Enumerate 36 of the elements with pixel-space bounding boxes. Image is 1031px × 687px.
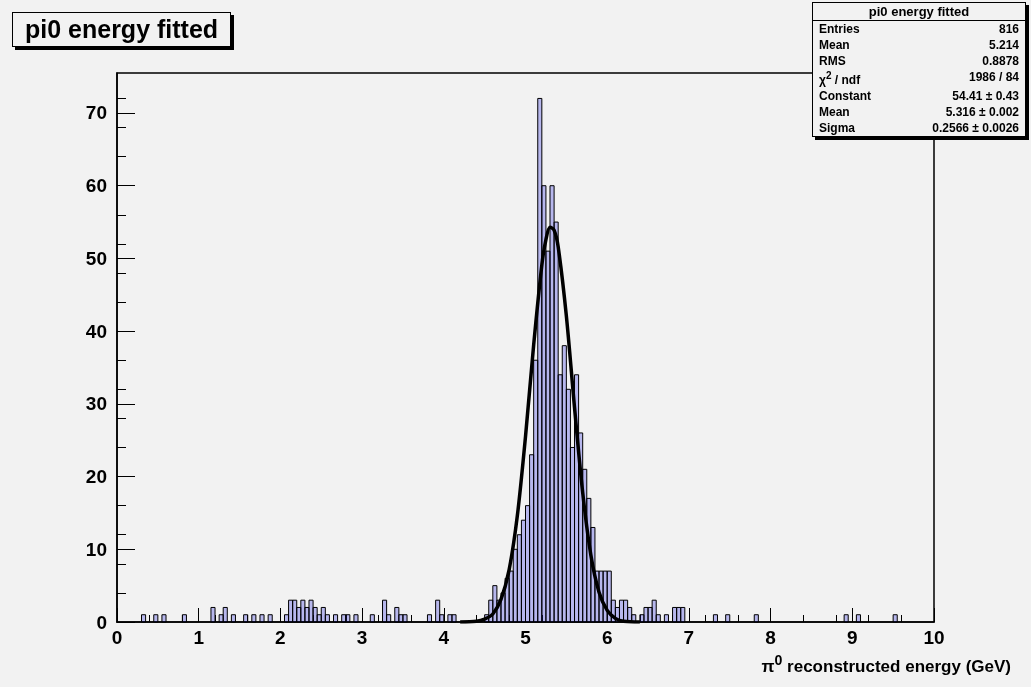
annotation: Mean [819,105,850,119]
y-tick-label: 60 [85,175,107,197]
x-tick-label: 10 [923,627,945,648]
x-tick-label: 5 [520,627,532,648]
text: 816 [998,22,1019,36]
text: pi0 energy fitted [813,3,1025,21]
text: RMS [819,54,846,68]
y-tick-label: 40 [85,320,107,342]
text: Entries [819,22,860,36]
text: 54.41 ± 0.43 [952,89,1019,103]
text: 5.214 [988,38,1019,52]
y-tick-label: 0 [96,611,107,633]
x-axis-title: π$^{0}$ reconstructed energy (GeV) [761,652,1011,677]
y-tick-label: 30 [85,393,107,415]
y-tick-label: 70 [85,102,107,124]
x-tick-label: 1 [193,627,205,648]
x-tick-label: 3 [356,627,368,648]
x-tick-label: 9 [847,627,858,648]
text: Mean [819,38,850,52]
x-tick-label: 8 [765,627,776,648]
text: 1986 / 84 [968,70,1019,86]
x-tick-label: 0 [111,627,123,648]
x-tick-label: 6 [601,627,613,648]
y-tick-label: 20 [85,466,107,488]
annotation: 0.2566 ± 0.0026 [932,121,1019,135]
chart-title: pi0 energy fitted [12,12,232,47]
text: 5.316 ± 0.002 [945,105,1019,119]
y-tick-label: 10 [85,538,107,560]
annotation: χ$^{2}$ / ndf [819,70,861,87]
text: 0.8878 [982,54,1019,68]
y-tick-label: 50 [85,247,107,269]
annotation: Constant [819,89,871,103]
annotation: Sigma [819,121,856,135]
x-tick-label: 2 [275,627,286,648]
x-tick-label: 7 [683,627,695,648]
x-tick-label: 4 [438,627,450,648]
